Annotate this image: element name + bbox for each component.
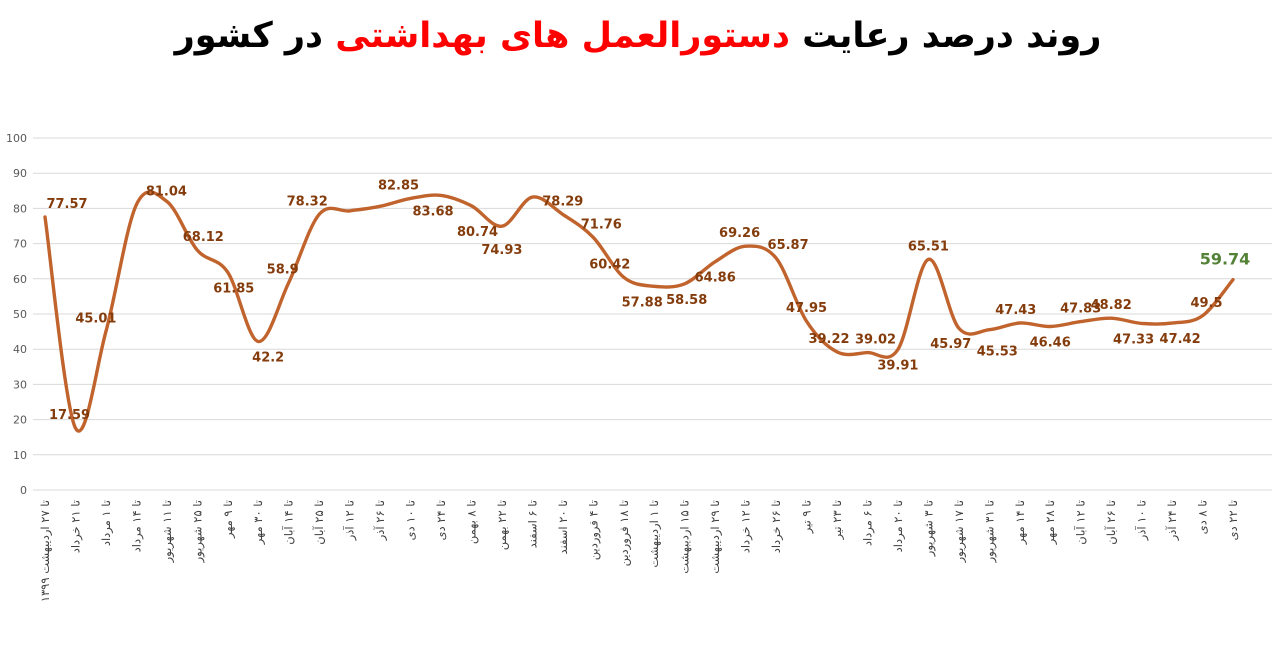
y-axis-tick-label: 30 — [13, 378, 27, 391]
y-axis-tick-label: 10 — [13, 449, 27, 462]
x-axis-tick-label: تا ۳ شهریور — [921, 500, 936, 557]
x-axis-tick-label: تا ۱۰ دی — [404, 500, 418, 541]
data-point-label: 61.85 — [213, 281, 254, 296]
data-point-label: 39.91 — [877, 359, 918, 374]
x-axis-tick-label: تا ۲۵ آبان — [312, 500, 326, 545]
data-point-label: 65.87 — [768, 238, 809, 253]
title-suffix: در کشور — [174, 16, 323, 56]
x-axis-tick-label: تا ۶ مرداد — [861, 500, 876, 546]
data-point-label: 45.53 — [977, 345, 1018, 360]
x-axis-tick-label: تا ۱۲ خرداد — [739, 500, 754, 553]
x-axis-tick-label: تا ۱۰ آذر — [1135, 500, 1150, 541]
x-axis-tick-label: تا ۱۴ مهر — [1013, 500, 1028, 545]
y-axis-tick-label: 20 — [13, 414, 27, 427]
data-point-label: 47.33 — [1113, 332, 1154, 347]
x-axis-tick-label: تا ۲۹ اردیبهشت — [708, 500, 723, 574]
x-axis-tick-label: تا ۱۲ آذر — [343, 500, 358, 541]
y-axis-tick-label: 70 — [13, 238, 27, 251]
x-axis-tick-label: تا ۸ بهمن — [465, 500, 480, 544]
data-point-label: 81.04 — [146, 185, 187, 200]
y-axis-tick-label: 60 — [13, 273, 27, 286]
data-point-label: 45.97 — [930, 337, 971, 352]
data-point-label: 78.32 — [287, 194, 328, 209]
chart-title: روند درصد رعایت دستورالعمل های بهداشتی د… — [0, 16, 1276, 56]
data-point-label: 39.02 — [855, 333, 896, 348]
data-point-label: 46.46 — [1030, 336, 1071, 351]
x-axis-tick-label: تا ۲۶ خرداد — [769, 500, 784, 553]
x-axis-tick-label: تا ۱۴ آبان — [282, 500, 296, 545]
y-axis-tick-label: 80 — [13, 202, 27, 215]
x-axis-tick-label: تا ۲۷ اردیبهشت ۱۳۹۹ — [38, 500, 53, 602]
x-axis-tick-label: تا ۲۰ اسفند — [556, 500, 570, 555]
data-point-label: 64.86 — [695, 271, 736, 286]
data-point-label: 71.76 — [581, 217, 622, 232]
x-axis-tick-label: تا ۱ مرداد — [99, 500, 114, 546]
x-axis-tick-label: تا ۲۰ مرداد — [891, 500, 906, 552]
x-axis-tick-label: تا ۴ فروردین — [586, 500, 601, 560]
x-axis-tick-label: تا ۲۴ دی — [434, 500, 448, 541]
data-point-label: 47.95 — [786, 301, 827, 316]
x-axis-tick-label: تا ۹ مهر — [221, 500, 236, 539]
x-axis-tick-label: تا ۲۴ آذر — [1165, 500, 1180, 541]
x-axis-tick-label: تا ۱ اردیبهشت — [647, 500, 662, 568]
data-point-label: 83.68 — [412, 204, 453, 219]
data-point-label: 48.82 — [1091, 298, 1132, 313]
x-axis-tick-label: تا ۱۵ اردیبهشت — [678, 500, 693, 574]
data-point-label: 47.83 — [1060, 302, 1101, 317]
x-axis-tick-label: تا ۱۸ فروردین — [617, 500, 632, 566]
x-axis-tick-label: تا ۱۱ شهریور — [160, 500, 175, 563]
x-axis-tick-label: تا ۲۶ آبان — [1104, 500, 1118, 545]
x-axis-tick-label: تا ۲۲ بهمن — [495, 500, 510, 550]
x-axis-tick-label: تا ۱۷ شهریور — [952, 500, 967, 563]
x-axis-tick-label: تا ۲۳ تیر — [830, 500, 845, 540]
x-axis-tick-label: تا ۱۲ آبان — [1074, 500, 1088, 545]
x-axis-tick-label: تا ۲۸ مهر — [1043, 500, 1058, 545]
x-axis-tick-label: تا ۲۵ شهریور — [190, 500, 205, 563]
data-point-label: 65.51 — [908, 239, 949, 254]
x-axis-tick-label: تا ۲۲ دی — [1226, 500, 1240, 541]
data-point-label: 47.42 — [1160, 332, 1201, 347]
data-point-label: 82.85 — [378, 178, 419, 193]
title-highlight: دستورالعمل های بهداشتی — [335, 16, 790, 56]
y-axis-tick-label: 90 — [13, 167, 27, 180]
data-point-label: 45.01 — [75, 312, 116, 327]
y-axis-tick-label: 0 — [20, 484, 27, 497]
trend-line — [43, 190, 1235, 433]
x-axis-tick-label: تا ۸ دی — [1196, 500, 1210, 534]
data-point-label: 47.43 — [995, 303, 1036, 318]
data-point-label: 58.58 — [666, 293, 707, 308]
data-point-label: 74.93 — [481, 243, 522, 258]
y-axis-tick-label: 50 — [13, 308, 27, 321]
y-axis-tick-label: 40 — [13, 343, 27, 356]
x-axis-tick-label: تا ۹ تیر — [800, 500, 815, 534]
data-point-label: 80.74 — [457, 225, 498, 240]
data-point-label: 78.29 — [542, 194, 583, 209]
x-axis-tick-label: تا ۳۰ مهر — [251, 500, 266, 545]
data-point-label: 49.5 — [1190, 296, 1222, 311]
title-prefix: روند درصد رعایت — [802, 16, 1102, 56]
x-axis-tick-label: تا ۱۴ مرداد — [129, 500, 144, 552]
x-axis-tick-label: تا ۲۶ آذر — [373, 500, 388, 541]
x-axis-tick-label: تا ۳۱ شهریور — [982, 500, 997, 563]
data-point-label: 58.9 — [267, 263, 299, 278]
x-axis-tick-label: تا ۶ اسفند — [525, 500, 539, 548]
data-point-label: 39.22 — [808, 332, 849, 347]
data-point-label: 57.88 — [622, 295, 663, 310]
latest-data-point-label: 59.74 — [1200, 250, 1251, 269]
data-point-label: 68.12 — [183, 230, 224, 245]
x-axis-tick-label: تا ۲۱ خرداد — [69, 500, 84, 553]
data-point-label: 69.26 — [719, 226, 760, 241]
y-axis-tick-label: 100 — [6, 132, 27, 145]
data-point-label: 60.42 — [589, 257, 630, 272]
data-point-label: 77.57 — [46, 197, 87, 212]
data-point-label: 42.2 — [252, 351, 284, 366]
data-point-label: 17.59 — [49, 408, 90, 423]
